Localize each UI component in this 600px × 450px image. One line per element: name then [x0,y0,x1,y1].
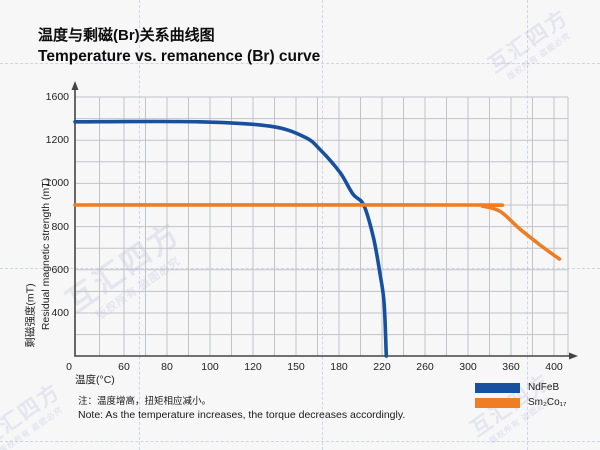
y-tick-label: 1600 [45,91,69,103]
y-axis-arrow-icon [71,81,79,90]
x-axis-title: 温度(°C) [75,374,115,386]
y-axis-title-en: Residual magnetic strength (mT) [40,177,52,331]
x-tick-label: 360 [502,361,520,373]
x-tick-label: 100 [201,361,219,373]
x-tick-label: 60 [118,361,130,373]
x-tick-label: 120 [244,361,262,373]
y-tick-label: 400 [51,307,69,319]
x-tick-label: 80 [161,361,173,373]
chart-header: 温度与剩磁(Br)关系曲线图 Temperature vs. remanence… [38,24,320,66]
x-tick-label: 260 [416,361,434,373]
page-title-zh: 温度与剩磁(Br)关系曲线图 [38,27,215,44]
legend-item-ndfeb: NdFeB [475,382,566,393]
y-tick-label: 1200 [45,134,69,147]
y-tick-label: 800 [51,220,69,233]
legend-label-ndfeb: NdFeB [528,382,560,393]
series-curve-ndfeb [73,119,389,358]
series-curve-smco [73,203,562,261]
registration-line [0,441,600,442]
registration-line [527,0,528,450]
ndfeb-color-swatch [475,382,520,393]
x-axis-arrow-icon [569,352,578,360]
page-title-en: Temperature vs. remanence (Br) curve [38,48,321,65]
registration-line [0,268,600,269]
y-axis-title-zh: 剩磁强度(mT) [24,283,37,348]
x-tick-label: 220 [373,361,391,373]
y-tick-label: 600 [51,263,69,276]
legend: NdFeB Sm₂Co₁₇ [475,382,566,412]
registration-line [139,0,140,450]
registration-line [0,63,600,64]
legend-item-smco: Sm₂Co₁₇ [475,397,566,408]
x-tick-label: 400 [545,361,563,373]
footnote: 注：温度增高，扭矩相应减小。 Note: As the temperature … [78,393,405,421]
axis-lines [74,85,574,357]
x-tick-label: 0 [66,361,72,373]
x-tick-label: 150 [287,361,305,373]
footnote-zh: 注：温度增高，扭矩相应减小。 [78,396,212,407]
y-tick-label: 1000 [45,177,69,190]
footnote-en: Note: As the temperature increases, the … [78,409,406,421]
smco-color-swatch [475,397,520,408]
registration-line [322,0,323,450]
x-tick-label: 180 [330,361,348,373]
legend-label-smco: Sm₂Co₁₇ [528,397,567,408]
x-tick-label: 300 [459,361,477,373]
